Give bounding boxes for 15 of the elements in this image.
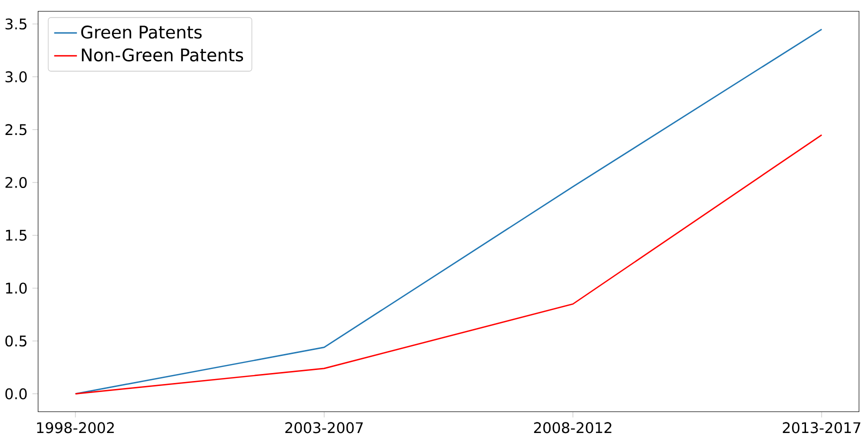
y-tick-label: 1.0	[6, 282, 27, 294]
y-tick-label: 0.0	[5, 388, 27, 400]
x-tick-label: 2013-2017	[782, 422, 860, 434]
y-tick-label: 0.5	[5, 336, 26, 347]
x-tick-label: 1998-2002	[37, 422, 114, 434]
y-tick-label: 1.5	[6, 230, 26, 241]
legend-label: Non-Green Patents	[82, 48, 244, 62]
x-tick-label: 2008-2012	[534, 422, 612, 434]
line-series	[74, 134, 822, 395]
y-tick-label: 3.0	[6, 71, 27, 83]
y-tick-label: 3.5	[6, 18, 26, 30]
y-tick-label: 2.0	[6, 177, 27, 188]
legend-label: Green Patents	[81, 26, 202, 39]
x-tick-label: 2003-2007	[285, 422, 363, 434]
y-tick-label: 2.5	[6, 124, 26, 136]
